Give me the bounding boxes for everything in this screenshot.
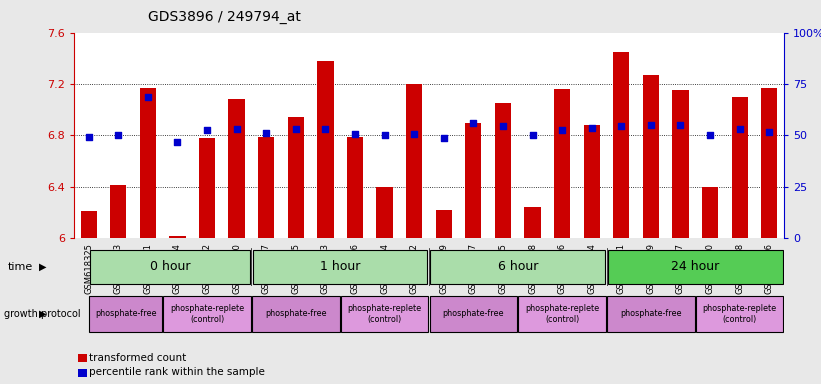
Bar <box>554 89 571 238</box>
Text: phosphate-replete
(control): phosphate-replete (control) <box>347 304 422 324</box>
Bar <box>702 187 718 238</box>
Bar <box>466 122 481 238</box>
Bar <box>258 137 274 238</box>
Text: phosphate-replete
(control): phosphate-replete (control) <box>525 304 599 324</box>
Point <box>348 131 361 137</box>
Text: growth protocol: growth protocol <box>4 309 80 319</box>
Bar <box>406 84 422 238</box>
Bar <box>584 125 600 238</box>
Point <box>141 94 154 100</box>
Bar <box>495 103 511 238</box>
Bar <box>341 296 429 332</box>
Bar <box>317 61 333 238</box>
Bar <box>430 250 605 284</box>
Bar <box>199 138 215 238</box>
Point <box>733 126 746 132</box>
Bar <box>518 296 606 332</box>
Point <box>467 119 480 126</box>
Text: transformed count: transformed count <box>89 353 186 363</box>
Text: time: time <box>8 262 34 272</box>
Point <box>438 135 451 141</box>
Bar <box>252 296 340 332</box>
Bar <box>761 88 777 238</box>
Point <box>200 127 213 133</box>
Point <box>704 132 717 139</box>
Point <box>82 134 95 140</box>
Point <box>407 131 420 137</box>
Bar <box>90 250 250 284</box>
Point <box>763 128 776 134</box>
Point <box>526 132 539 139</box>
Text: phosphate-free: phosphate-free <box>620 310 681 318</box>
Bar <box>377 187 392 238</box>
Bar <box>287 118 304 238</box>
Bar <box>140 88 156 238</box>
Text: phosphate-free: phosphate-free <box>95 310 157 318</box>
Bar <box>228 99 245 238</box>
Text: ▶: ▶ <box>39 262 47 272</box>
Point <box>319 126 332 132</box>
Point <box>289 126 302 132</box>
Text: GDS3896 / 249794_at: GDS3896 / 249794_at <box>148 10 300 23</box>
Bar <box>436 210 452 238</box>
Bar <box>696 296 783 332</box>
Text: phosphate-free: phosphate-free <box>443 310 504 318</box>
Point <box>112 132 125 139</box>
Text: phosphate-replete
(control): phosphate-replete (control) <box>170 304 244 324</box>
Bar <box>732 97 748 238</box>
Bar <box>613 52 630 238</box>
Text: phosphate-free: phosphate-free <box>265 310 327 318</box>
Point <box>615 123 628 129</box>
Point <box>585 124 599 131</box>
Point <box>230 126 243 132</box>
Point <box>497 123 510 129</box>
Bar <box>607 296 695 332</box>
Bar <box>163 296 251 332</box>
Bar <box>110 185 126 238</box>
Text: 0 hour: 0 hour <box>149 260 190 273</box>
Bar <box>525 207 541 238</box>
Text: 6 hour: 6 hour <box>498 260 538 273</box>
Text: 24 hour: 24 hour <box>671 260 719 273</box>
Point <box>259 130 273 136</box>
Bar <box>608 250 782 284</box>
Text: 1 hour: 1 hour <box>320 260 360 273</box>
Point <box>171 139 184 145</box>
Point <box>556 127 569 133</box>
Bar <box>253 250 428 284</box>
Bar <box>346 137 363 238</box>
Bar <box>169 235 186 238</box>
Bar <box>80 211 97 238</box>
Point <box>378 132 391 139</box>
Text: phosphate-replete
(control): phosphate-replete (control) <box>703 304 777 324</box>
Text: percentile rank within the sample: percentile rank within the sample <box>89 367 265 377</box>
Point <box>644 122 658 128</box>
Bar <box>672 90 689 238</box>
Bar <box>429 296 517 332</box>
Bar <box>89 296 162 332</box>
Point <box>674 122 687 128</box>
Text: ▶: ▶ <box>39 309 47 319</box>
Bar <box>643 75 659 238</box>
